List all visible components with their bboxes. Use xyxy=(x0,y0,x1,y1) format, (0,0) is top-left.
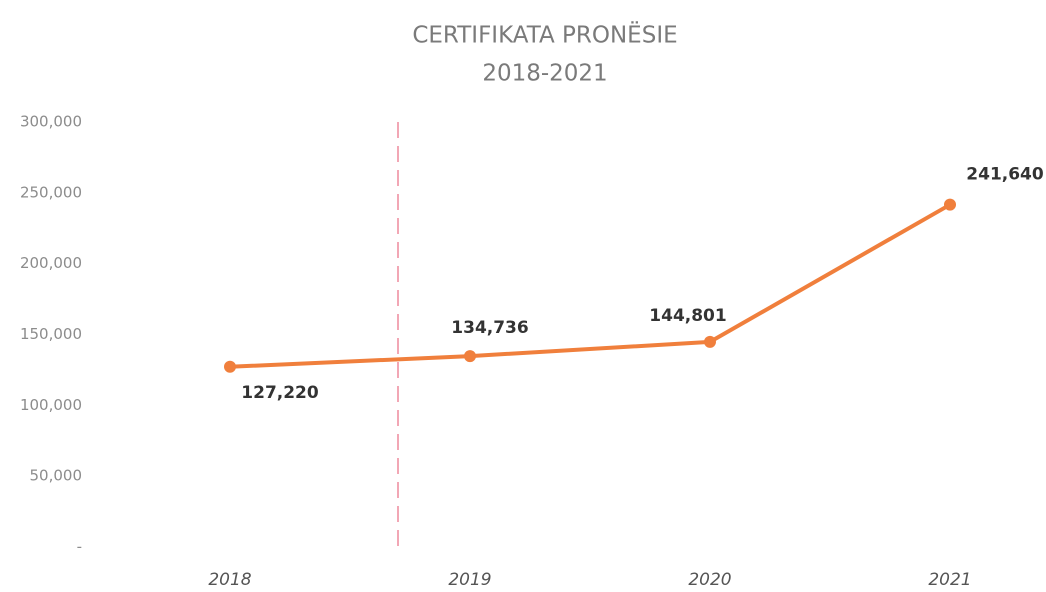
y-tick-label: 50,000 xyxy=(30,467,83,485)
x-tick-label: 2020 xyxy=(688,570,731,590)
data-label: 144,801 xyxy=(649,306,726,326)
data-label: 127,220 xyxy=(241,383,319,403)
x-tick-label: 2021 xyxy=(928,570,971,590)
data-label: 241,640 xyxy=(966,165,1044,185)
data-line xyxy=(229,202,951,369)
y-tick-label: 100,000 xyxy=(20,396,82,414)
y-tick-label: 150,000 xyxy=(20,325,82,343)
data-point xyxy=(704,335,716,348)
chart-subtitle: 2018-2021 xyxy=(482,61,607,87)
y-tick-label: - xyxy=(77,538,82,556)
chart-title: CERTIFIKATA PRONËSIE xyxy=(412,21,677,49)
x-tick-label: 2019 xyxy=(448,570,491,590)
y-tick-label: 200,000 xyxy=(20,254,82,272)
data-point xyxy=(464,350,476,363)
data-point xyxy=(944,198,956,211)
data-point xyxy=(224,360,236,373)
y-tick-label: 300,000 xyxy=(20,113,82,131)
y-tick-label: 250,000 xyxy=(20,183,82,201)
x-tick-label: 2018 xyxy=(208,570,251,590)
data-label: 134,736 xyxy=(451,318,528,338)
